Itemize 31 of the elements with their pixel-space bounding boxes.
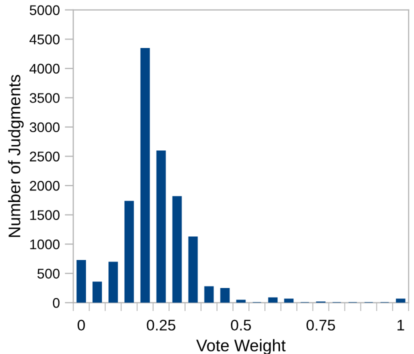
y-tick-label: 2500 (30, 152, 60, 162)
y-tick-label: 3000 (30, 122, 60, 132)
bar (284, 298, 294, 303)
bar (236, 300, 246, 303)
x-tick-label: 1 (398, 320, 404, 330)
y-tick-label: 4500 (30, 34, 60, 44)
bar (268, 297, 278, 303)
y-tick-label: 500 (37, 268, 60, 279)
bar (204, 286, 214, 303)
y-tick-label: 1500 (30, 210, 60, 220)
y-tick-label: 5000 (30, 5, 60, 16)
bar (124, 200, 134, 303)
y-tick-label: 1000 (30, 239, 60, 250)
bar (92, 282, 102, 303)
bar (220, 288, 230, 303)
bar (108, 262, 118, 303)
bar (76, 260, 86, 303)
x-tick-label: 0 (78, 320, 85, 331)
bar (172, 196, 182, 303)
bar (396, 298, 406, 303)
y-tick-label: 2000 (30, 180, 60, 191)
y-tick-label: 0 (52, 298, 60, 308)
y-tick-label: 4000 (30, 64, 60, 74)
bar (140, 48, 150, 303)
x-tick-label: 0.5 (230, 320, 251, 331)
x-tick-label: 0.25 (146, 320, 176, 331)
y-tick-label: 3500 (30, 93, 60, 103)
y-axis-title: Number of Judgments (8, 74, 24, 237)
bar (188, 236, 198, 303)
bar (156, 150, 166, 303)
x-tick-label: 0.75 (306, 320, 336, 331)
